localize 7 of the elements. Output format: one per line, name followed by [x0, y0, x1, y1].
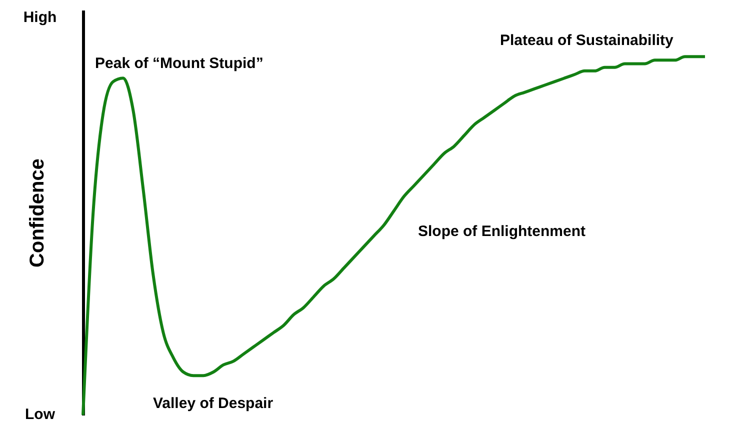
y-axis-title: Confidence	[26, 158, 48, 268]
annotation: Valley of Despair	[153, 395, 274, 412]
annotation: Slope of Enlightenment	[418, 223, 586, 240]
text: Low	[25, 406, 56, 423]
annotation: Peak of “Mount Stupid”	[95, 55, 264, 72]
text: Plateau of Sustainability	[500, 32, 674, 49]
text: High	[23, 9, 57, 26]
